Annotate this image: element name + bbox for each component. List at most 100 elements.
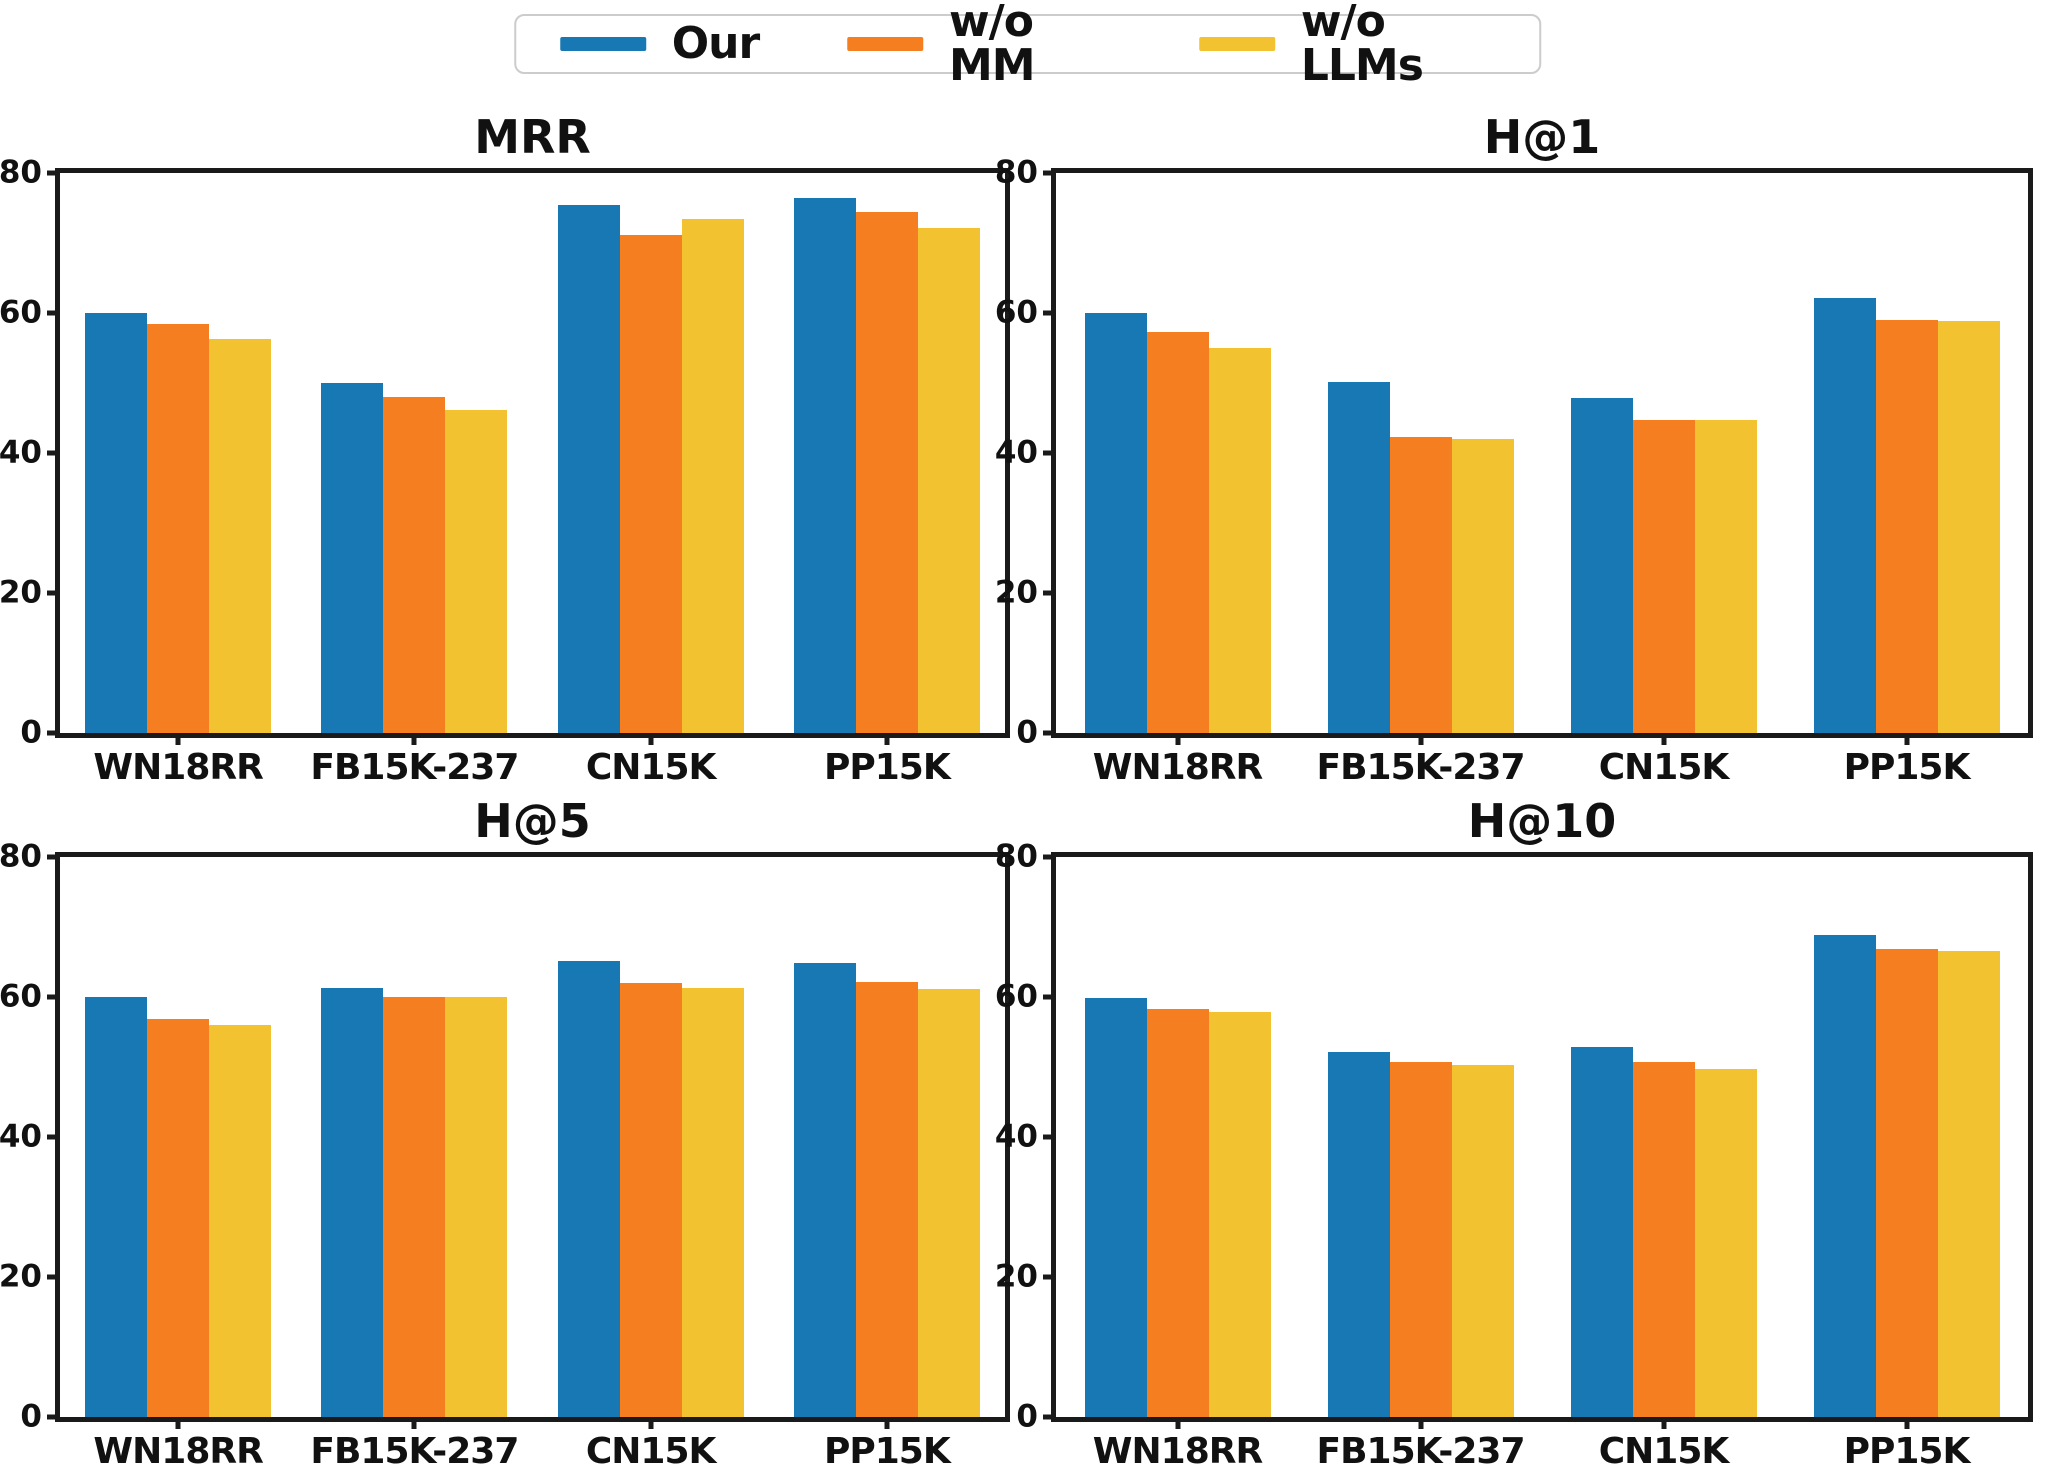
x-tick-mark xyxy=(1175,1417,1180,1429)
bars xyxy=(1570,173,1757,733)
bars xyxy=(321,857,508,1417)
bar-w-o-llms-cn15k xyxy=(1694,1069,1757,1417)
bar-group-fb15k-237: FB15K-237 xyxy=(296,857,532,1470)
y-tick-mark xyxy=(47,1274,60,1280)
bar-group-pp15k: PP15K xyxy=(1785,857,2028,1470)
y-tick-mark xyxy=(1043,1274,1056,1280)
y-tick-label: 40 xyxy=(0,1118,42,1155)
legend-label: w/o LLMs xyxy=(1300,0,1424,91)
bar-w-o-llms-fb15k-237 xyxy=(445,410,508,733)
bar-our-fb15k-237 xyxy=(321,987,384,1417)
bar-w-o-llms-pp15k xyxy=(917,227,980,733)
plot-area: WN18RR FB15K-237 CN15K PP15K 0 20 40 60 80 xyxy=(0,157,1010,786)
y-tick-label: 80 xyxy=(0,838,42,875)
y-tick-label: 60 xyxy=(0,294,42,331)
y-tick-label: 80 xyxy=(994,838,1038,875)
bar-our-pp15k xyxy=(793,963,856,1417)
bar-our-wn18rr xyxy=(85,997,148,1417)
y-tick-label: 60 xyxy=(994,294,1038,331)
bar-our-wn18rr xyxy=(85,313,148,733)
bar-w-o-llms-pp15k xyxy=(1937,321,2000,733)
x-tick-label: FB15K-237 xyxy=(1316,1431,1526,1472)
bar-w-o-mm-wn18rr xyxy=(147,1018,210,1417)
x-tick-mark xyxy=(1661,1417,1666,1429)
bar-w-o-llms-fb15k-237 xyxy=(445,997,508,1417)
chart-h5: H@5 WN18RR FB15K-237 CN15K PP15K 0 20 40 60 80 xyxy=(0,798,1010,1470)
x-tick-mark xyxy=(884,1417,890,1429)
y-tick-mark xyxy=(1043,854,1056,860)
bars xyxy=(1813,173,2000,733)
bar-our-cn15k xyxy=(557,960,620,1417)
legend-swatch-wo-llms xyxy=(1198,37,1275,51)
y-tick-mark xyxy=(1043,1414,1056,1420)
x-tick-label: PP15K xyxy=(1843,1431,1971,1472)
bar-w-o-mm-pp15k xyxy=(1875,948,1938,1417)
bars xyxy=(85,857,272,1417)
x-tick-label: CN15K xyxy=(585,747,717,788)
bars xyxy=(793,173,980,733)
y-tick-label: 0 xyxy=(1016,1398,1038,1435)
bar-group-pp15k: PP15K xyxy=(769,857,1005,1470)
bar-group-fb15k-237: FB15K-237 xyxy=(1299,173,1542,786)
bar-w-o-mm-fb15k-237 xyxy=(1389,436,1452,733)
x-tick-mark xyxy=(884,733,890,745)
bar-our-pp15k xyxy=(793,198,856,733)
x-tick-label: CN15K xyxy=(585,1431,717,1472)
y-tick-mark xyxy=(47,1414,60,1420)
legend-label: w/o MM xyxy=(948,0,1036,91)
y-tick-mark xyxy=(1043,1134,1056,1140)
y-tick-label: 40 xyxy=(994,1118,1038,1155)
bar-group-fb15k-237: FB15K-237 xyxy=(296,173,532,786)
x-tick-mark xyxy=(1418,733,1423,745)
bar-w-o-llms-fb15k-237 xyxy=(1451,1064,1514,1417)
bar-groups: WN18RR FB15K-237 CN15K PP15K xyxy=(1056,173,2028,786)
bar-w-o-llms-cn15k xyxy=(1694,420,1757,733)
bar-group-cn15k: CN15K xyxy=(533,173,769,786)
bar-our-cn15k xyxy=(1570,1046,1633,1417)
bar-our-fb15k-237 xyxy=(1327,1051,1390,1417)
legend-item-our: Our xyxy=(559,22,760,66)
bars xyxy=(557,173,744,733)
bar-our-fb15k-237 xyxy=(1327,381,1390,733)
bar-w-o-llms-pp15k xyxy=(1937,950,2000,1417)
x-tick-mark xyxy=(1661,733,1666,745)
y-tick-label: 20 xyxy=(994,1258,1038,1295)
y-tick-mark xyxy=(1043,450,1056,456)
legend-swatch-our xyxy=(559,37,646,51)
bar-w-o-mm-fb15k-237 xyxy=(1389,1062,1452,1417)
x-tick-mark xyxy=(1175,733,1180,745)
x-tick-label: CN15K xyxy=(1598,747,1730,788)
bar-our-pp15k xyxy=(1813,934,1876,1417)
y-tick-label: 20 xyxy=(0,1258,42,1295)
x-tick-mark xyxy=(175,733,181,745)
x-tick-mark xyxy=(1904,1417,1909,1429)
y-tick-mark xyxy=(47,1134,60,1140)
plot-area: WN18RR FB15K-237 CN15K PP15K 0 20 40 60 80 xyxy=(995,157,2033,786)
bar-w-o-mm-pp15k xyxy=(1875,320,1938,733)
y-tick-label: 60 xyxy=(0,978,42,1015)
bar-w-o-mm-wn18rr xyxy=(1146,1008,1209,1417)
bar-w-o-llms-cn15k xyxy=(681,219,744,733)
y-tick-mark xyxy=(1043,310,1056,316)
bar-group-wn18rr: WN18RR xyxy=(1056,857,1299,1470)
chart-title: H@5 xyxy=(474,794,591,848)
y-tick-mark xyxy=(1043,170,1056,176)
bars xyxy=(557,857,744,1417)
x-tick-label: FB15K-237 xyxy=(310,1431,519,1472)
y-tick-label: 20 xyxy=(994,574,1038,611)
bar-group-wn18rr: WN18RR xyxy=(1056,173,1299,786)
y-tick-mark xyxy=(47,590,60,596)
bar-w-o-llms-cn15k xyxy=(681,987,744,1417)
x-tick-mark xyxy=(411,1417,417,1429)
bar-w-o-llms-pp15k xyxy=(917,989,980,1417)
y-tick-mark xyxy=(47,310,60,316)
bar-group-cn15k: CN15K xyxy=(1542,173,1785,786)
bar-our-fb15k-237 xyxy=(321,383,384,733)
y-tick-label: 0 xyxy=(20,714,42,751)
x-tick-mark xyxy=(175,1417,181,1429)
bar-w-o-mm-cn15k xyxy=(619,234,682,733)
x-tick-label: PP15K xyxy=(823,1431,951,1472)
chart-title: H@10 xyxy=(1467,794,1617,848)
y-tick-mark xyxy=(1043,590,1056,596)
